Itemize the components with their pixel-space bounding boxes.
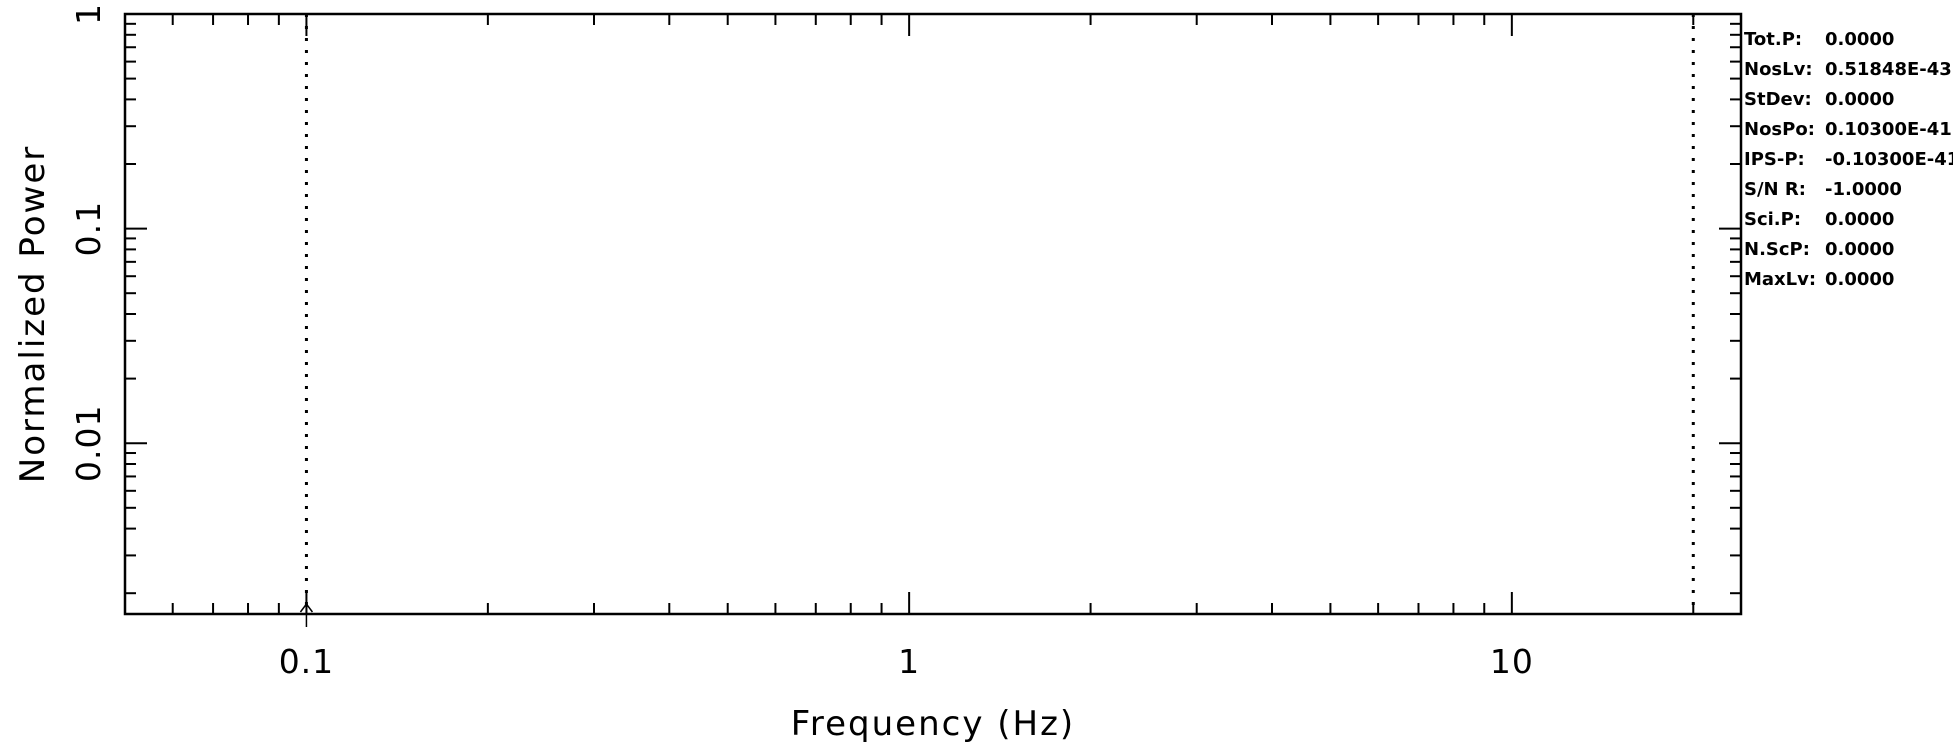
stat-row: NosLv: 0.51848E-43 xyxy=(1744,59,1952,80)
stat-row: S/N R: -1.0000 xyxy=(1744,179,1902,200)
x-tick-label: 1 xyxy=(898,642,920,681)
y-tick-label: 0.01 xyxy=(69,404,108,481)
stat-label: MaxLv: xyxy=(1744,269,1816,290)
stat-value: 0.0000 xyxy=(1825,239,1894,260)
stat-row: MaxLv: 0.0000 xyxy=(1744,269,1894,290)
y-tick-labels: 1 0.1 0.01 xyxy=(69,3,108,482)
stat-row: NosPo: 0.10300E-41 xyxy=(1744,119,1952,140)
stat-label: N.ScP: xyxy=(1744,239,1810,260)
stat-value: 0.10300E-41 xyxy=(1825,119,1952,140)
stat-row: StDev: 0.0000 xyxy=(1744,89,1894,110)
stat-label: Sci.P: xyxy=(1744,209,1801,230)
stat-row: N.ScP: 0.0000 xyxy=(1744,239,1894,260)
stat-value: 0.0000 xyxy=(1825,269,1894,290)
stat-label: StDev: xyxy=(1744,89,1812,110)
stat-label: NosPo: xyxy=(1744,119,1815,140)
frequency-arrow-marker xyxy=(299,602,314,627)
stat-value: 0.51848E-43 xyxy=(1825,59,1952,80)
stat-value: -1.0000 xyxy=(1825,179,1902,200)
x-tick-label: 10 xyxy=(1490,642,1534,681)
x-axis-title: Frequency (Hz) xyxy=(791,704,1075,744)
stat-label: S/N R: xyxy=(1744,179,1806,200)
plot-frame xyxy=(123,12,1743,616)
stat-label: IPS-P: xyxy=(1744,149,1805,170)
stat-row: IPS-P: -0.10300E-41 xyxy=(1744,149,1953,170)
y-tick-label: 1 xyxy=(69,3,108,25)
stat-row: Sci.P: 0.0000 xyxy=(1744,209,1894,230)
stat-row: Tot.P: 0.0000 xyxy=(1744,29,1894,50)
y-axis-title: Normalized Power xyxy=(13,145,53,483)
stat-label: Tot.P: xyxy=(1744,29,1802,50)
stat-value: 0.0000 xyxy=(1825,209,1894,230)
stat-value: -0.10300E-41 xyxy=(1825,149,1953,170)
x-tick-label: 0.1 xyxy=(279,642,334,681)
y-tick-label: 0.1 xyxy=(69,201,108,256)
stat-label: NosLv: xyxy=(1744,59,1813,80)
statistics-panel: Tot.P: 0.0000 NosLv: 0.51848E-43 StDev: 0.000… xyxy=(1744,29,1953,290)
stat-value: 0.0000 xyxy=(1825,89,1894,110)
tick-marks xyxy=(124,13,1741,614)
stat-value: 0.0000 xyxy=(1825,29,1894,50)
x-tick-labels: 0.1 1 10 xyxy=(279,642,1534,681)
reference-lines xyxy=(304,14,1695,614)
